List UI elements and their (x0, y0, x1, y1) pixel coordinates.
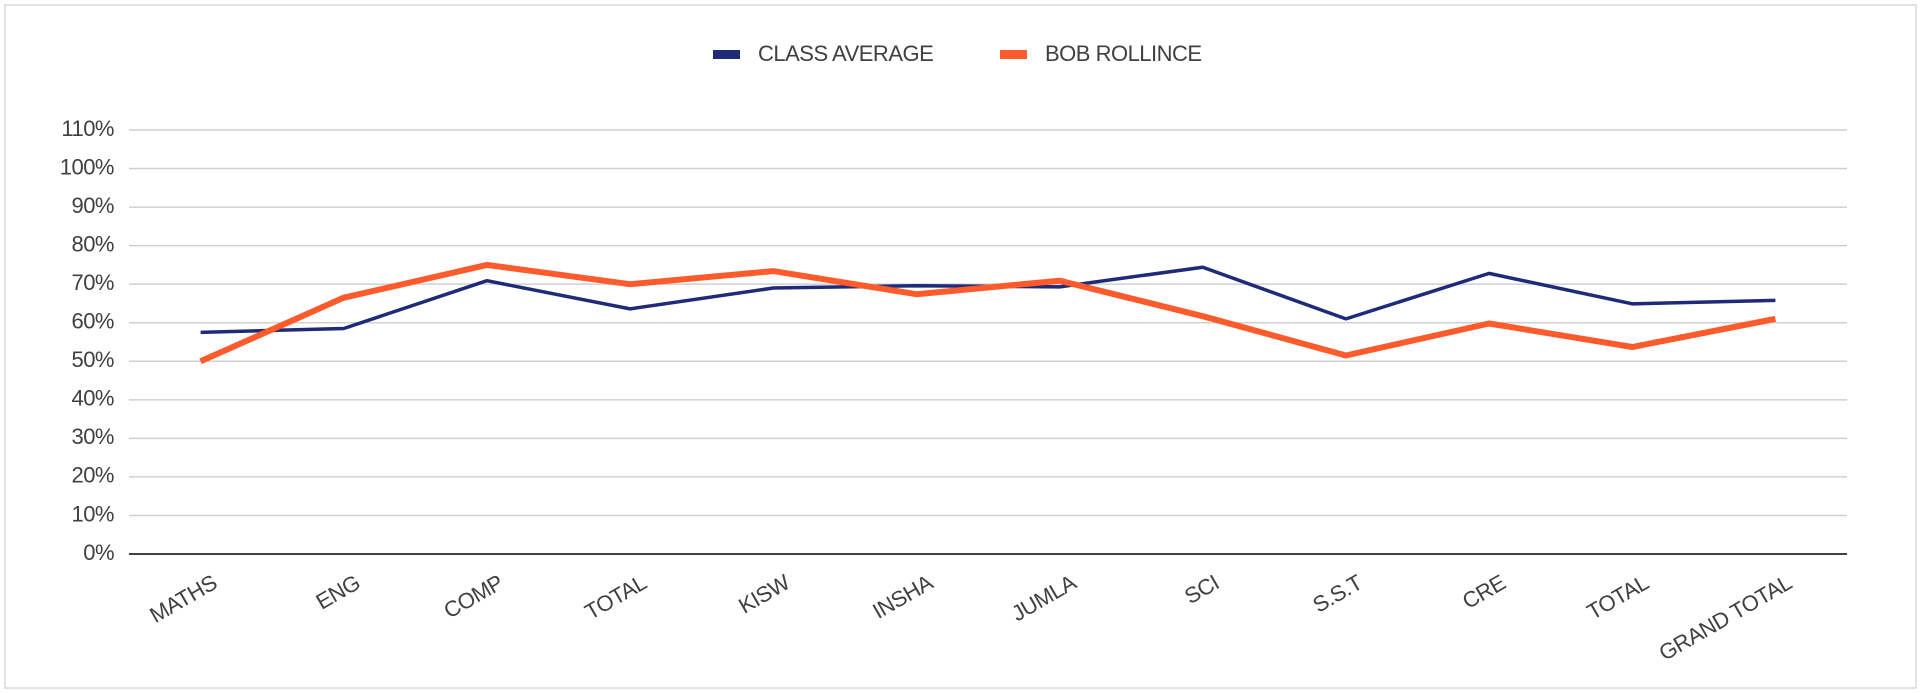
y-tick-label: 100% (60, 154, 114, 179)
y-tick-label: 80% (71, 231, 114, 256)
legend-label: CLASS AVERAGE (758, 41, 933, 66)
y-tick-label: 50% (71, 347, 114, 372)
y-tick-label: 10% (71, 501, 114, 526)
legend-swatch (713, 50, 740, 59)
y-tick-label: 110% (61, 116, 114, 141)
y-tick-label: 0% (83, 540, 114, 565)
y-tick-label: 60% (71, 309, 114, 334)
y-tick-label: 40% (71, 386, 114, 411)
series-line (199, 261, 1776, 365)
y-tick-label: 90% (71, 193, 114, 218)
legend-label: BOB ROLLINCE (1045, 41, 1202, 66)
legend-swatch (1000, 50, 1027, 59)
chart-border (4, 4, 1917, 689)
y-tick-label: 30% (71, 424, 114, 449)
y-tick-label: 20% (71, 463, 114, 488)
y-tick-label: 70% (71, 270, 114, 295)
